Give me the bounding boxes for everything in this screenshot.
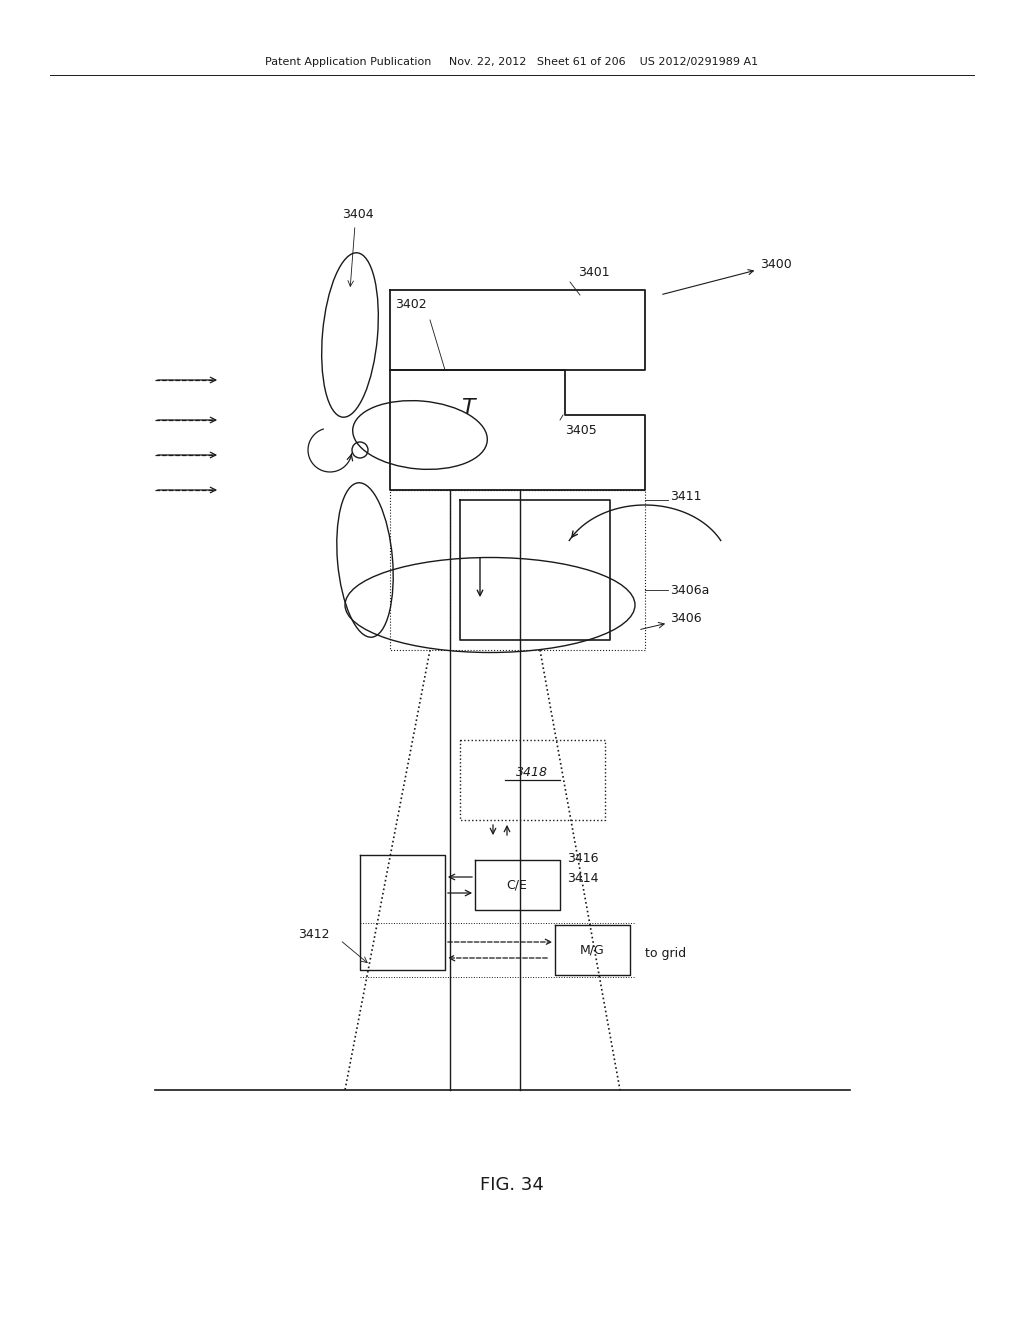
Text: 3411: 3411 (670, 490, 701, 503)
Text: to grid: to grid (645, 946, 686, 960)
Text: 3406a: 3406a (670, 583, 710, 597)
Text: FIG. 34: FIG. 34 (480, 1176, 544, 1195)
Text: Patent Application Publication     Nov. 22, 2012   Sheet 61 of 206    US 2012/02: Patent Application Publication Nov. 22, … (265, 57, 759, 67)
Text: 3404: 3404 (342, 209, 374, 222)
Text: M/G: M/G (580, 944, 604, 957)
Text: 3416: 3416 (567, 851, 598, 865)
Text: 3402: 3402 (395, 298, 427, 312)
Text: T: T (461, 399, 475, 418)
Text: 3406: 3406 (670, 611, 701, 624)
Text: 3418: 3418 (516, 766, 548, 779)
Text: C/E: C/E (507, 879, 527, 891)
Text: 3401: 3401 (578, 265, 609, 279)
Text: 3405: 3405 (565, 424, 597, 437)
Text: 3414: 3414 (567, 871, 598, 884)
Text: 3400: 3400 (663, 259, 792, 294)
Text: 3412: 3412 (299, 928, 330, 941)
